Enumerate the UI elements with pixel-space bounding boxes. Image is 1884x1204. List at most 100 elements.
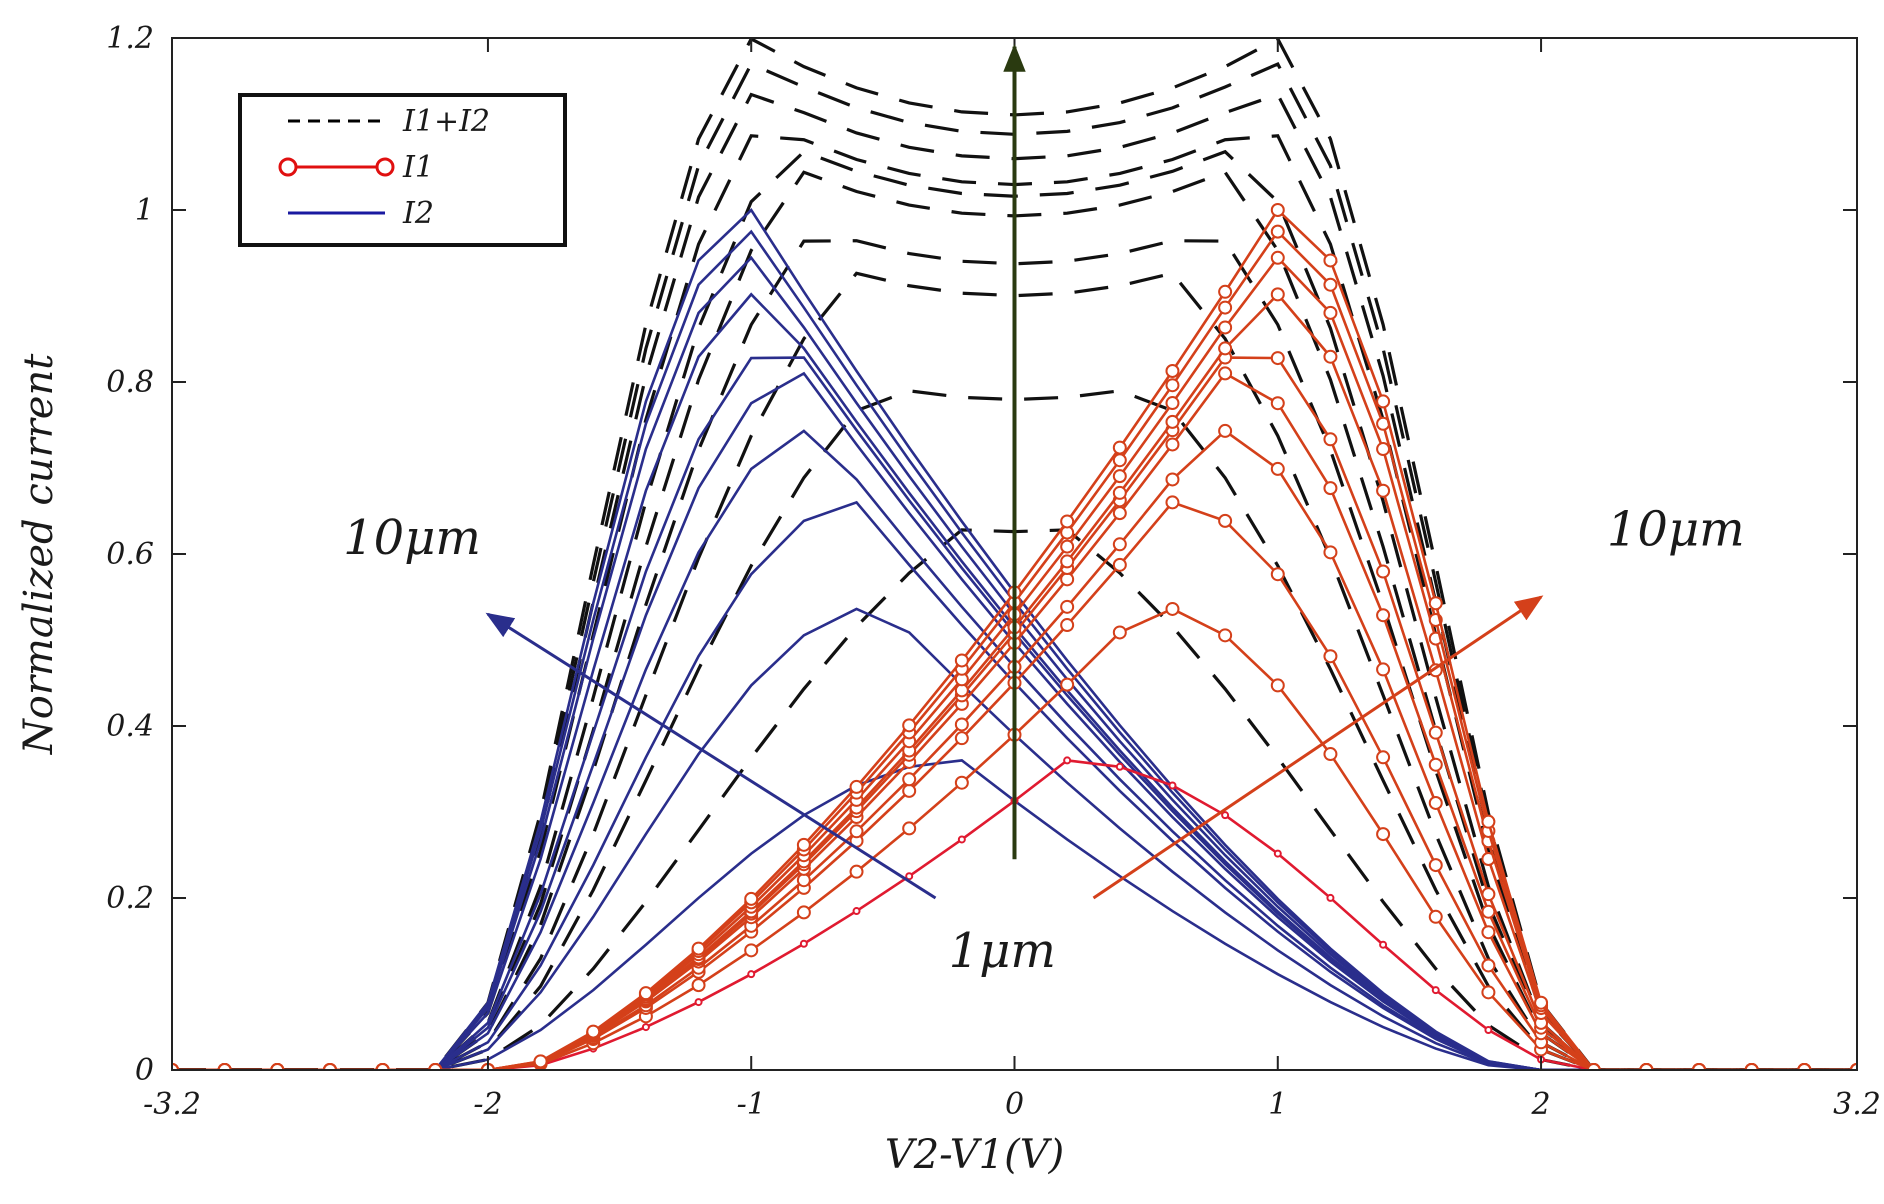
i1-marker: [849, 779, 864, 794]
i1-marker: [1428, 795, 1443, 810]
i1-marker: [1165, 495, 1180, 510]
axes: -3.2 -2 -1 0 1 2 3.2 0 0.2 0.4 0.6 0.8 1 1.2 V2-V1(V) N…: [16, 21, 1881, 1178]
i1-marker: [799, 939, 808, 948]
i1-marker: [1428, 725, 1443, 740]
i1-marker: [954, 775, 969, 790]
i1-marker: [1060, 618, 1075, 633]
i1-marker: [1431, 986, 1440, 995]
x-tick-label: 2: [1531, 1087, 1551, 1122]
i1-marker: [1323, 481, 1338, 496]
i1-marker: [1323, 305, 1338, 320]
i1-marker: [957, 835, 966, 844]
i1-marker: [1112, 625, 1127, 640]
i1-marker: [1326, 893, 1335, 902]
i1-marker: [796, 873, 811, 888]
i1-marker: [1376, 442, 1391, 457]
i1-marker: [1270, 351, 1285, 366]
i1-marker: [902, 718, 917, 733]
i1-marker: [1112, 453, 1127, 468]
i1-marker: [641, 1023, 650, 1032]
i1-marker: [1270, 287, 1285, 302]
i1-marker: [217, 1063, 232, 1070]
i1-marker: [954, 653, 969, 668]
arrow-0: [485, 612, 937, 900]
legend-label: I2: [402, 196, 434, 231]
i1-marker: [1168, 781, 1177, 790]
i1-marker: [1323, 253, 1338, 268]
i1-marker: [1270, 396, 1285, 411]
i1-marker: [1115, 762, 1124, 771]
i1-marker: [902, 783, 917, 798]
legend-label: I1: [402, 150, 434, 185]
legend-label: I1+I2: [402, 104, 490, 139]
legend-box: [238, 93, 567, 247]
i1-marker: [1270, 678, 1285, 693]
i1-marker: [1481, 985, 1496, 1000]
i1-marker: [954, 717, 969, 732]
x-tick-label: -3.2: [143, 1087, 201, 1122]
y-tick-label: 1.2: [106, 21, 154, 56]
i1-marker: [1270, 203, 1285, 217]
i1-marker: [1850, 1063, 1857, 1070]
i1-marker: [1165, 378, 1180, 393]
i1-marker: [905, 872, 914, 881]
i1-marker: [1060, 514, 1075, 529]
i1-marker: [1323, 349, 1338, 364]
i1-marker: [1323, 747, 1338, 762]
x-tick-label: 0: [1005, 1087, 1024, 1122]
i1-marker: [1270, 461, 1285, 476]
i1-marker: [691, 941, 706, 956]
i1-marker: [1273, 849, 1282, 858]
i1-marker: [1270, 250, 1285, 265]
i1-marker: [172, 1063, 179, 1070]
annotation-0: 10μm: [343, 510, 481, 566]
i1-marker: [1165, 414, 1180, 429]
i1-marker: [1165, 396, 1180, 411]
i1-marker: [1428, 757, 1443, 772]
i1-marker: [1060, 677, 1075, 692]
i1-marker: [1112, 557, 1127, 572]
i1-marker: [586, 1024, 601, 1039]
i1-marker: [1165, 601, 1180, 616]
i1-marker: [428, 1063, 443, 1070]
i1-marker: [1692, 1063, 1707, 1070]
y-tick-label: 0.4: [106, 709, 154, 744]
arrow-1: [1092, 595, 1544, 900]
i1-marker: [796, 905, 811, 920]
i1-marker: [902, 821, 917, 836]
i1-marker: [322, 1063, 337, 1070]
i1-marker: [902, 772, 917, 787]
i1-marker: [1323, 649, 1338, 664]
i1-marker: [1218, 341, 1233, 356]
i1-marker: [1112, 537, 1127, 552]
i1-marker: [691, 978, 706, 993]
y-tick-label: 0.6: [106, 537, 154, 572]
i1-marker: [744, 891, 759, 906]
annotation-1: 10μm: [1607, 501, 1745, 557]
i1-marker: [1481, 925, 1496, 940]
y-tick-label: 1: [135, 193, 154, 228]
y-axis-title: Normalized current: [16, 353, 62, 755]
i1-marker: [1165, 472, 1180, 487]
i1-marker: [1428, 596, 1443, 611]
i1-marker: [533, 1054, 548, 1069]
i1-marker: [849, 824, 864, 839]
annotation-2: 1μm: [949, 923, 1056, 979]
i1-marker: [1060, 554, 1075, 569]
x-tick-label: 1: [1268, 1087, 1287, 1122]
i1-marker: [694, 998, 703, 1007]
i1-marker: [1534, 995, 1549, 1010]
i1-marker: [1165, 364, 1180, 379]
i1-marker: [1376, 483, 1391, 498]
i1-marker: [1379, 940, 1388, 949]
i1-marker: [1376, 608, 1391, 623]
i1-marker: [1218, 628, 1233, 643]
i1-marker: [1376, 662, 1391, 677]
i1-marker: [1112, 469, 1127, 484]
legend-marker-i1: [278, 157, 298, 177]
i1-marker: [1218, 423, 1233, 438]
y-tick-label: 0: [135, 1053, 154, 1088]
i1-marker: [1481, 958, 1496, 973]
x-axis-title: V2-V1(V): [885, 1132, 1064, 1178]
